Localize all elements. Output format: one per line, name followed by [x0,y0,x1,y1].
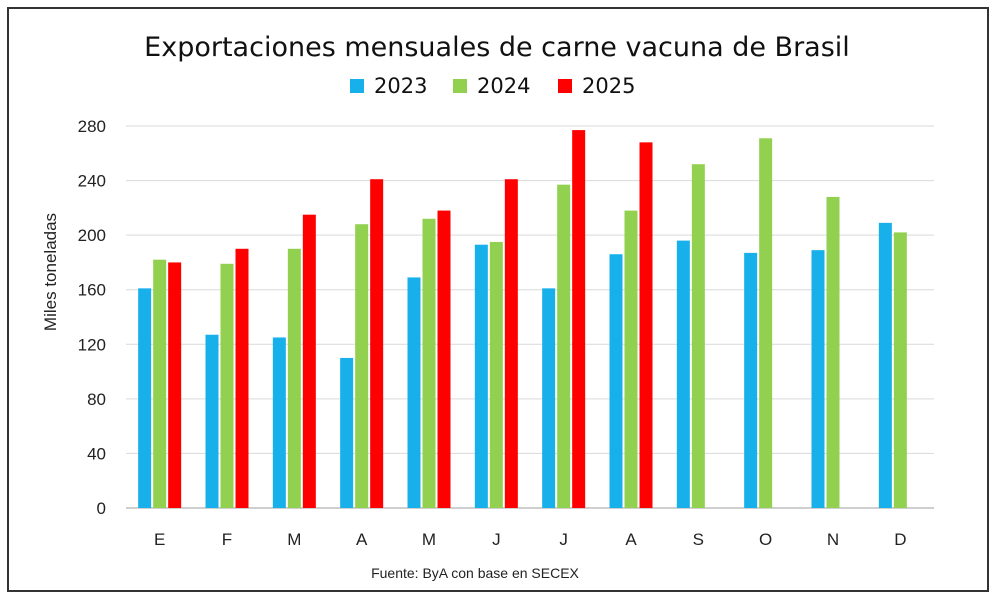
x-tick-label: A [356,530,368,549]
y-tick-label: 280 [78,117,106,136]
y-tick-label: 80 [87,390,106,409]
bar-2023-10 [744,252,758,508]
x-tick-label: M [422,530,436,549]
legend-label-2023: 2023 [374,74,427,98]
bar-2023-11 [811,250,825,508]
legend: 2023 2024 2025 [350,74,635,98]
bar-2024-5 [422,218,436,508]
y-tick-label: 120 [78,335,106,354]
bar-2025-2 [235,248,249,509]
x-tick-label: E [154,530,165,549]
y-tick-label: 0 [97,499,106,518]
x-tick-label: J [559,530,568,549]
x-tick-label: A [625,530,637,549]
x-tick-label: O [759,530,772,549]
bar-2024-9 [691,164,705,508]
x-tick-label: S [693,530,704,549]
x-tick-label: N [827,530,839,549]
bar-2025-5 [437,210,451,509]
legend-label-2025: 2025 [582,74,635,98]
y-tick-label: 240 [78,172,106,191]
y-tick-label: 40 [87,444,106,463]
bar-2025-8 [639,142,653,508]
bar-2024-7 [557,184,571,508]
legend-label-2024: 2024 [477,74,530,98]
x-tick-label: D [894,530,906,549]
bars [138,130,907,509]
x-tick-label: J [492,530,501,549]
y-axis-title: Miles toneladas [41,213,60,331]
x-tick-label: M [287,530,301,549]
bar-2023-9 [676,240,690,508]
bar-2024-3 [287,248,301,509]
bar-2024-4 [355,224,369,508]
y-tick-label: 160 [78,281,106,300]
bar-2024-8 [624,210,638,509]
bar-2023-3 [272,337,286,508]
bar-2025-3 [302,214,316,508]
legend-swatch-2024 [453,79,467,93]
bar-2023-7 [542,288,556,508]
bar-2023-2 [205,334,219,508]
bar-2025-4 [370,179,384,508]
gridlines [126,125,934,509]
bar-2025-1 [168,262,182,508]
bar-2025-7 [572,130,586,509]
bar-2024-10 [759,138,773,508]
bar-2023-12 [878,222,892,508]
bar-2025-6 [504,179,518,508]
bar-2023-4 [340,357,354,508]
bar-2023-1 [138,288,152,508]
y-axis-ticks: 0 40 80 120 160 200 240 280 [78,117,106,518]
bar-2024-1 [153,259,167,508]
legend-swatch-2025 [558,79,572,93]
x-tick-label: F [222,530,232,549]
bar-2024-12 [893,232,907,508]
y-tick-label: 200 [78,226,106,245]
bar-2023-6 [474,244,488,508]
bar-2024-6 [489,241,503,508]
bar-2024-2 [220,263,234,508]
legend-swatch-2023 [350,79,364,93]
bar-2023-8 [609,254,623,508]
source-note: Fuente: ByA con base en SECEX [371,565,579,581]
bar-2023-5 [407,277,421,508]
bar-2024-11 [826,196,840,508]
chart-title: Exportaciones mensuales de carne vacuna … [144,32,850,63]
